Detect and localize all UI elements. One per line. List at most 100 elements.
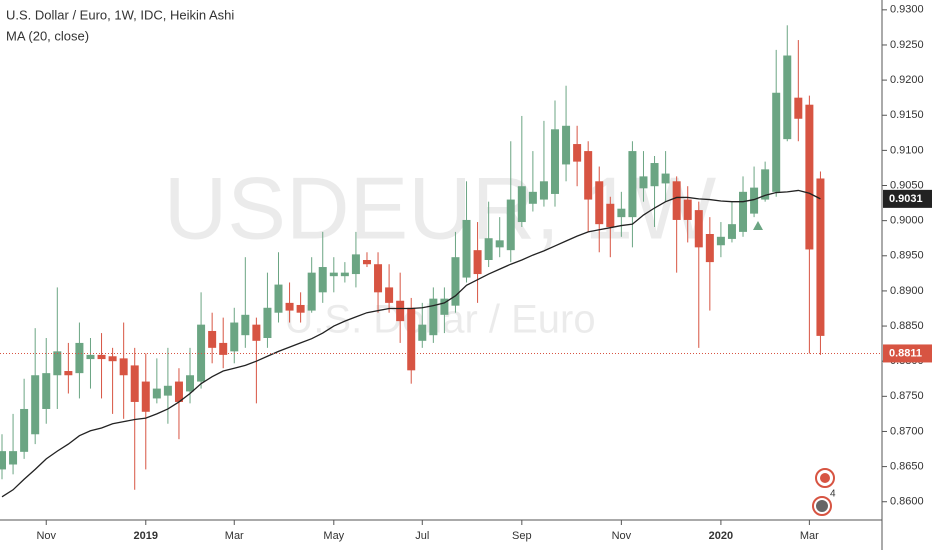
y-tick-label: 0.9250 [890,39,924,51]
candle-body [351,254,360,275]
candle-body [705,234,714,263]
x-tick-label: Mar [225,530,244,542]
candle-body [340,272,349,277]
x-tick-label: 2020 [709,530,733,542]
candle-body [761,169,770,200]
candle-body [694,210,703,248]
y-tick-label: 0.8900 [890,285,924,297]
candle-body [241,314,250,336]
signal-marker [753,221,763,230]
candle-body [31,375,40,435]
moving-average-line [1,189,821,498]
candle-body [573,144,582,162]
candle-body [252,324,261,341]
candle-body [672,181,681,220]
candle-body [108,356,117,362]
y-tick-label: 0.8700 [890,425,924,437]
candle-body [274,284,283,313]
events-badge: 4 [830,489,836,500]
candle-body [374,264,383,293]
x-tick-label: May [323,530,344,542]
y-tick-label: 0.9000 [890,215,924,227]
candle-body [562,125,571,165]
candle-body [219,342,228,355]
candle-body [97,354,106,360]
event-icon-inner [816,500,828,512]
candle-body [606,203,615,227]
y-tick-label: 0.8650 [890,461,924,473]
candle-body [716,236,725,246]
candle-body [617,208,626,218]
candle-body [9,451,18,465]
candle-body [152,388,161,399]
candle-body [661,173,670,184]
candle-body [750,187,759,214]
candle-body [650,163,659,187]
event-icon-inner [820,473,830,483]
y-tick-label: 0.8850 [890,320,924,332]
last-price-label: 0.8811 [889,347,922,359]
ma-value-label: 0.9031 [889,193,923,205]
candle-body [307,272,316,311]
candle-body [628,151,637,218]
x-tick-label: Sep [512,530,532,542]
chart-title: U.S. Dollar / Euro, 1W, IDC, Heikin Ashi [6,7,234,22]
candle-body [0,451,6,470]
candle-body [396,300,405,322]
candle-body [805,104,814,250]
candle-body [506,199,515,251]
y-tick-label: 0.8950 [890,250,924,262]
candle-body [362,260,371,265]
indicator-label: MA (20, close) [6,28,89,43]
y-tick-label: 0.8600 [890,496,924,508]
candle-body [64,371,73,376]
candle-body [329,272,338,277]
candle-body [517,186,526,223]
candle-body [20,408,29,452]
candle-body [230,322,239,352]
candle-body [263,307,272,338]
candle-body [727,224,736,239]
candle-body [119,358,128,376]
candle-body [816,178,825,336]
candle-body [539,181,548,200]
candle-body [451,257,460,306]
y-tick-label: 0.9150 [890,109,924,121]
candle-body [186,375,195,392]
candle-body [528,191,537,204]
candle-body [551,129,559,194]
x-tick-label: Nov [36,530,56,542]
candle-body [141,381,150,412]
x-tick-label: Jul [415,530,429,542]
ma-value-box [883,189,932,208]
candle-body [418,324,427,341]
y-tick-label: 0.9050 [890,179,924,191]
candle-body [462,219,471,278]
candle-body [495,240,504,248]
y-tick-label: 0.9100 [890,144,924,156]
x-tick-label: Nov [612,530,632,542]
candle-body [794,97,803,119]
last-price-box [883,344,932,363]
candle-body [473,250,482,275]
candle-body [683,199,692,220]
candle-body [595,181,604,225]
candle-body [163,385,172,396]
y-tick-label: 0.9200 [890,74,924,86]
candle-body [208,330,217,348]
candle-body [53,351,62,376]
watermark: USDEUR, 1W [164,158,717,257]
candle-body [783,55,792,140]
candle-body [739,191,748,232]
candle-body [42,373,51,409]
candle-body [584,151,593,200]
candle-body [174,381,183,402]
candle-body [86,354,95,360]
candle-body [285,302,294,311]
candle-body [75,342,84,374]
y-tick-label: 0.8750 [890,390,924,402]
candle-body [440,298,449,315]
candle-body [772,92,781,192]
candle-body [484,238,493,260]
